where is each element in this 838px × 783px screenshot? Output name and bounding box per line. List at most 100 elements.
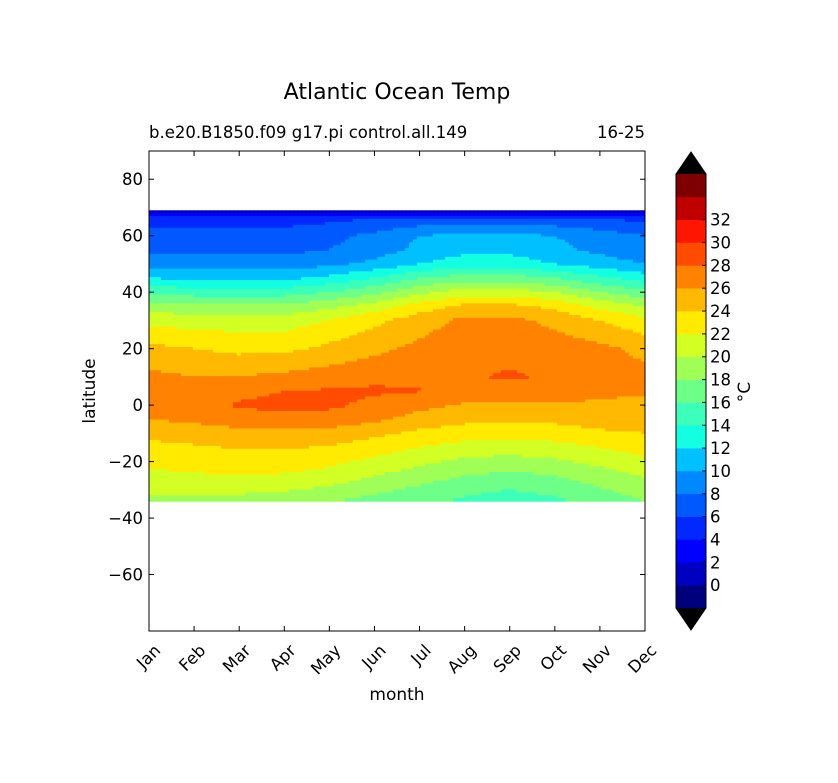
contour-cell	[221, 224, 226, 229]
contour-cell	[197, 259, 202, 264]
contour-cell	[513, 259, 518, 264]
contour-cell	[169, 216, 174, 220]
contour-cell	[405, 251, 410, 255]
contour-cell	[285, 230, 290, 235]
contour-cell	[549, 230, 554, 235]
contour-cell	[437, 256, 442, 261]
contour-cell	[633, 239, 638, 243]
contour-cell	[365, 236, 370, 240]
contour-cell	[469, 262, 474, 267]
contour-cell	[301, 283, 306, 287]
contour-cell	[473, 251, 478, 255]
contour-cell	[557, 253, 562, 258]
contour-cell	[565, 262, 570, 267]
contour-cell	[557, 216, 562, 220]
contour-cell	[297, 230, 302, 235]
contour-cell	[173, 271, 178, 275]
contour-cell	[405, 283, 410, 287]
contour-cell	[305, 248, 310, 252]
contour-cell	[209, 224, 214, 229]
contour-cell	[477, 280, 482, 284]
contour-cell	[585, 248, 590, 252]
contour-cell	[561, 227, 566, 232]
contour-cell	[485, 213, 490, 217]
contour-cell	[185, 248, 190, 252]
contour-cell	[525, 288, 530, 293]
contour-cell	[285, 262, 290, 267]
contour-cell	[401, 268, 406, 272]
contour-cell	[441, 219, 446, 223]
contour-cell	[473, 259, 478, 264]
contour-cell	[321, 253, 326, 258]
contour-cell	[213, 288, 218, 293]
contour-cell	[641, 216, 645, 220]
contour-cell	[377, 262, 382, 267]
contour-cell	[301, 233, 306, 238]
contour-cell	[413, 277, 418, 281]
contour-cell	[617, 239, 622, 243]
contour-cell	[585, 230, 590, 235]
contour-cell	[633, 280, 638, 284]
contour-cell	[493, 248, 498, 252]
contour-cell	[509, 268, 514, 272]
contour-cell	[373, 227, 378, 232]
contour-cell	[149, 265, 154, 270]
contour-cell	[333, 256, 338, 261]
contour-cell	[213, 265, 218, 270]
contour-cell	[269, 288, 274, 293]
contour-cell	[413, 233, 418, 238]
contour-cell	[485, 216, 490, 220]
contour-cell	[525, 239, 530, 243]
contour-cell	[589, 245, 594, 249]
contour-cell	[373, 262, 378, 267]
contour-cell	[557, 227, 562, 232]
contour-cell	[609, 274, 614, 278]
contour-cell	[425, 280, 430, 284]
contour-cell	[293, 230, 298, 235]
contour-cell	[325, 262, 330, 267]
contour-cell	[241, 265, 246, 270]
contour-cell	[621, 230, 626, 235]
contour-cell	[173, 285, 178, 290]
contour-cell	[293, 291, 298, 296]
contour-cell	[165, 224, 170, 229]
contour-cell	[569, 219, 574, 223]
contour-cell	[149, 224, 154, 229]
contour-cell	[349, 245, 354, 249]
contour-cell	[425, 213, 430, 217]
contour-cell	[253, 224, 258, 229]
contour-cell	[313, 291, 318, 296]
contour-cell	[449, 248, 454, 252]
contour-cell	[193, 230, 198, 235]
contour-cell	[397, 285, 402, 290]
contour-cell	[601, 271, 606, 275]
contour-cell	[353, 210, 358, 214]
contour-cell	[265, 265, 270, 270]
contour-cell	[197, 280, 202, 284]
contour-cell	[637, 256, 642, 261]
contour-cell	[425, 221, 430, 226]
contour-cell	[225, 251, 230, 255]
contour-cell	[537, 283, 542, 287]
contour-cell	[573, 288, 578, 293]
contour-cell	[557, 239, 562, 243]
contour-cell	[313, 268, 318, 272]
contour-cell	[209, 227, 214, 232]
contour-cell	[325, 256, 330, 261]
contour-cell	[449, 259, 454, 264]
contour-cell	[349, 233, 354, 238]
contour-cell	[549, 256, 554, 261]
contour-cell	[389, 213, 394, 217]
contour-cell	[349, 210, 354, 214]
contour-cell	[257, 210, 262, 214]
contour-cell	[461, 285, 466, 290]
contour-cell	[293, 265, 298, 270]
contour-cell	[629, 233, 634, 238]
contour-cell	[341, 236, 346, 240]
contour-cell	[509, 245, 514, 249]
contour-cell	[525, 248, 530, 252]
contour-cell	[521, 265, 526, 270]
contour-cell	[337, 274, 342, 278]
contour-cell	[289, 219, 294, 223]
contour-cell	[453, 239, 458, 243]
